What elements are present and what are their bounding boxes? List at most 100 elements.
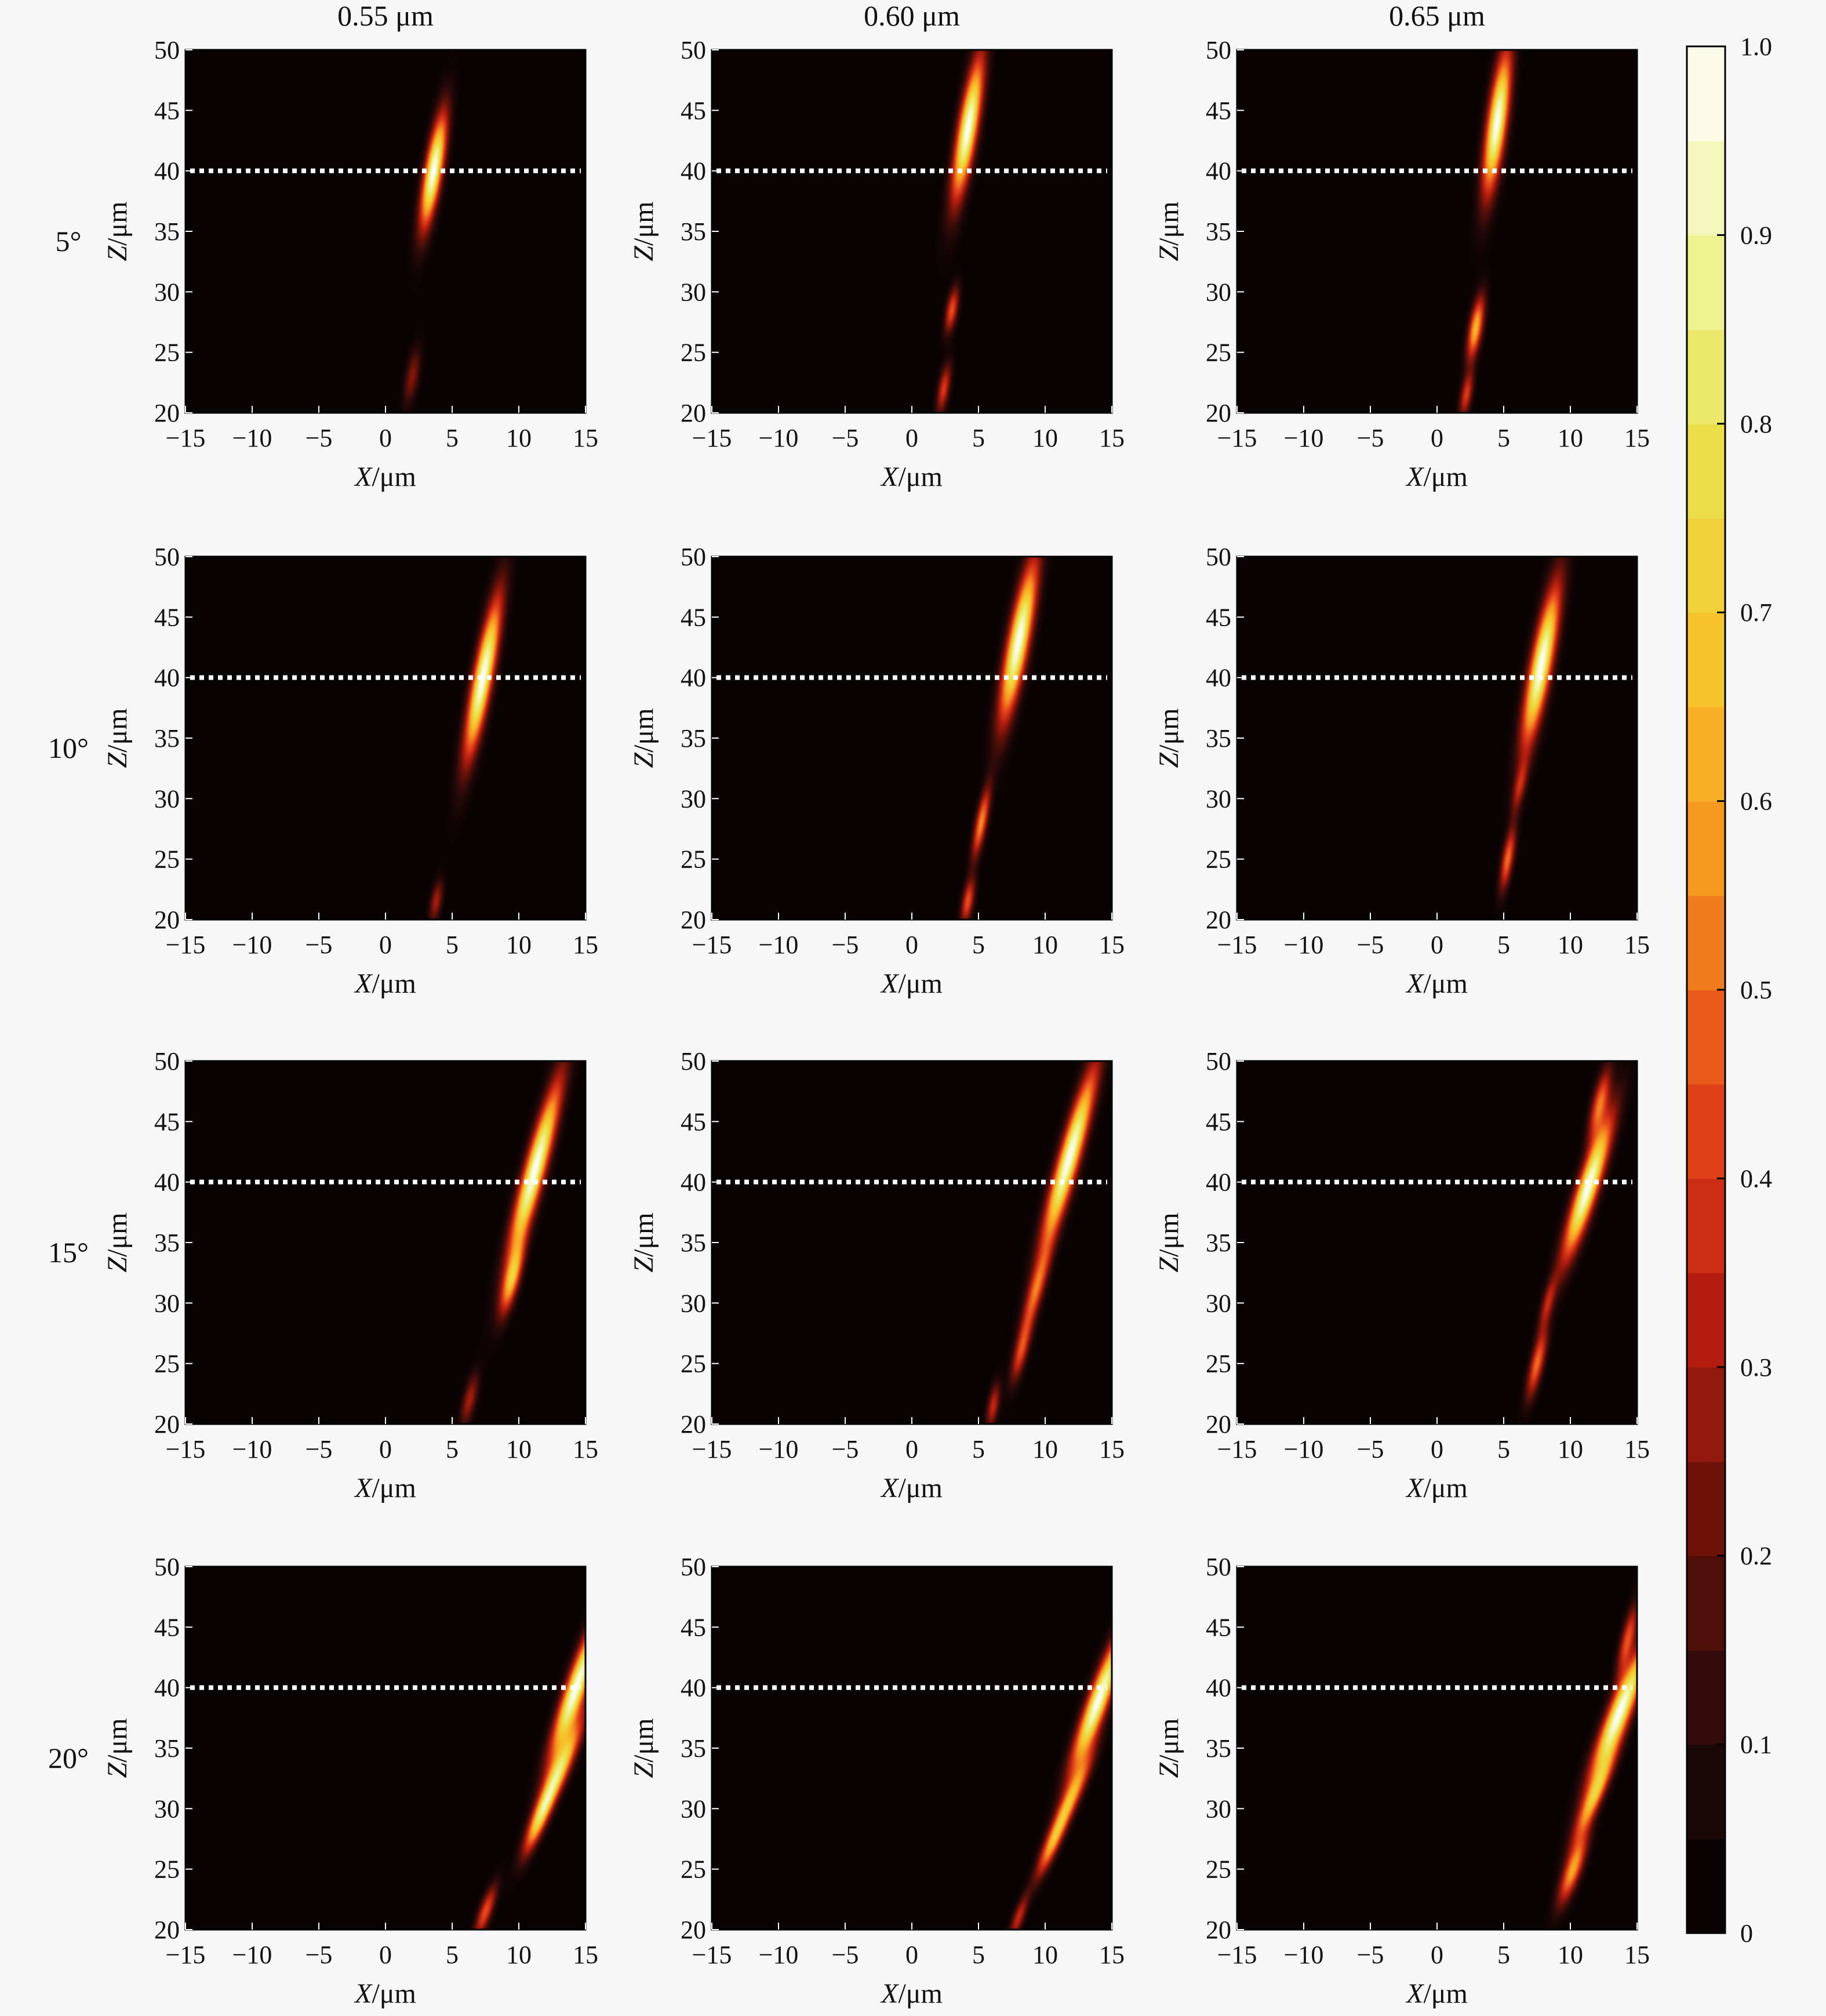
y-tick-label: 35 xyxy=(1206,1734,1231,1763)
x-tick-label: −15 xyxy=(166,1941,206,1969)
x-tick-label: −10 xyxy=(232,931,272,959)
y-tick-label: 45 xyxy=(154,603,180,631)
y-tick-label: 35 xyxy=(154,217,180,246)
x-tick-label: 10 xyxy=(1032,1941,1058,1969)
x-axis-unit: /μm xyxy=(372,1473,416,1503)
x-tick-label: 0 xyxy=(379,931,392,959)
y-tick-label: 30 xyxy=(681,1795,706,1823)
y-tick-label: 25 xyxy=(154,1855,180,1884)
y-axis-unit: /μm xyxy=(628,201,659,245)
y-axis-variable: Z xyxy=(1154,1762,1184,1778)
x-tick-label: 15 xyxy=(1099,1435,1125,1463)
y-tick-label: 20 xyxy=(1206,906,1231,934)
y-tick-label: 25 xyxy=(681,1855,706,1884)
y-tick-label: 30 xyxy=(681,784,706,813)
y-axis-unit: /μm xyxy=(102,201,133,245)
x-tick-label: 0 xyxy=(1431,1941,1443,1969)
y-tick-label: 25 xyxy=(1206,1855,1231,1884)
colorbar-band xyxy=(1687,46,1725,141)
x-axis-variable: X xyxy=(880,968,899,999)
x-tick-label: 15 xyxy=(1624,424,1650,452)
y-tick-label: 35 xyxy=(154,724,180,753)
y-tick-label: 20 xyxy=(681,1410,706,1439)
heatmap-image xyxy=(1237,557,1637,920)
colorbar-tick-label: 0.8 xyxy=(1740,410,1772,438)
colorbar-band xyxy=(1687,1084,1725,1179)
x-tick-label: 10 xyxy=(506,931,532,959)
y-axis-variable: Z xyxy=(628,1256,659,1273)
y-tick-label: 20 xyxy=(681,399,706,427)
x-tick-label: 5 xyxy=(972,424,985,452)
x-tick-label: 0 xyxy=(1431,931,1443,959)
y-tick-label: 25 xyxy=(1206,339,1231,367)
x-tick-label: −15 xyxy=(166,931,206,959)
y-axis-unit: /μm xyxy=(1154,201,1184,245)
x-tick-label: 15 xyxy=(1624,1941,1650,1969)
y-tick-label: 20 xyxy=(1206,399,1231,427)
y-axis-label: Z/μm xyxy=(628,708,659,768)
colorbar-tick-label: 0.3 xyxy=(1740,1353,1772,1382)
x-tick-label: −5 xyxy=(1357,424,1384,452)
x-tick-label: −15 xyxy=(1217,1435,1257,1463)
x-tick-label: −15 xyxy=(1217,1941,1257,1969)
heatmap-image xyxy=(712,50,1112,413)
x-axis-unit: /μm xyxy=(898,968,942,999)
x-tick-label: 10 xyxy=(1558,931,1583,959)
colorbar-band xyxy=(1687,518,1725,613)
colorbar-band xyxy=(1687,329,1725,424)
y-tick-label: 50 xyxy=(154,1047,180,1076)
x-tick-label: 10 xyxy=(1558,1941,1583,1969)
x-axis-variable: X xyxy=(354,462,373,492)
x-tick-label: 15 xyxy=(573,424,598,452)
column-title: 0.65 μm xyxy=(1389,0,1485,32)
y-axis-unit: /μm xyxy=(628,1718,659,1762)
x-tick-label: 0 xyxy=(905,1941,918,1969)
x-axis-unit: /μm xyxy=(1423,462,1467,492)
y-tick-label: 40 xyxy=(154,157,180,186)
x-axis-label: X/μm xyxy=(354,1978,416,2009)
y-tick-label: 25 xyxy=(1206,1350,1231,1378)
x-tick-label: 0 xyxy=(379,1941,392,1969)
heatmap-image xyxy=(185,557,585,920)
colorbar-band xyxy=(1687,423,1725,519)
y-tick-label: 30 xyxy=(154,278,180,306)
x-tick-label: 10 xyxy=(506,424,532,452)
y-tick-label: 50 xyxy=(154,1553,180,1581)
x-tick-label: 15 xyxy=(1624,1435,1650,1463)
x-tick-label: −10 xyxy=(1284,931,1324,959)
y-tick-label: 20 xyxy=(681,1916,706,1944)
y-tick-label: 35 xyxy=(681,1734,706,1763)
x-tick-label: 5 xyxy=(446,931,459,959)
x-tick-label: 5 xyxy=(446,1435,459,1463)
x-tick-label: 5 xyxy=(1497,424,1510,452)
x-tick-label: 15 xyxy=(573,1435,598,1463)
y-tick-label: 50 xyxy=(1206,36,1231,64)
y-tick-label: 20 xyxy=(154,399,180,427)
y-tick-label: 30 xyxy=(1206,1795,1231,1823)
y-tick-label: 40 xyxy=(681,664,706,692)
colorbar-band xyxy=(1687,1650,1725,1745)
heatmap-image xyxy=(1237,1061,1637,1424)
colorbar-band xyxy=(1687,1367,1725,1462)
y-tick-label: 45 xyxy=(1206,1613,1231,1641)
y-axis-label: Z/μm xyxy=(1154,1212,1184,1272)
x-axis-label: X/μm xyxy=(354,1473,416,1503)
y-tick-label: 30 xyxy=(1206,784,1231,813)
x-tick-label: 0 xyxy=(905,931,918,959)
y-tick-label: 20 xyxy=(1206,1916,1231,1944)
y-tick-label: 40 xyxy=(681,1168,706,1197)
x-axis-label: X/μm xyxy=(1405,1473,1468,1503)
x-tick-label: 5 xyxy=(1497,1941,1510,1969)
x-axis-label: X/μm xyxy=(880,462,943,492)
y-tick-label: 50 xyxy=(154,36,180,64)
y-axis-unit: /μm xyxy=(102,708,133,752)
x-tick-label: −10 xyxy=(759,931,799,959)
y-tick-label: 50 xyxy=(154,543,180,571)
x-tick-label: 0 xyxy=(905,1435,918,1463)
x-tick-label: 15 xyxy=(1624,931,1650,959)
heatmap-image xyxy=(1237,50,1637,413)
